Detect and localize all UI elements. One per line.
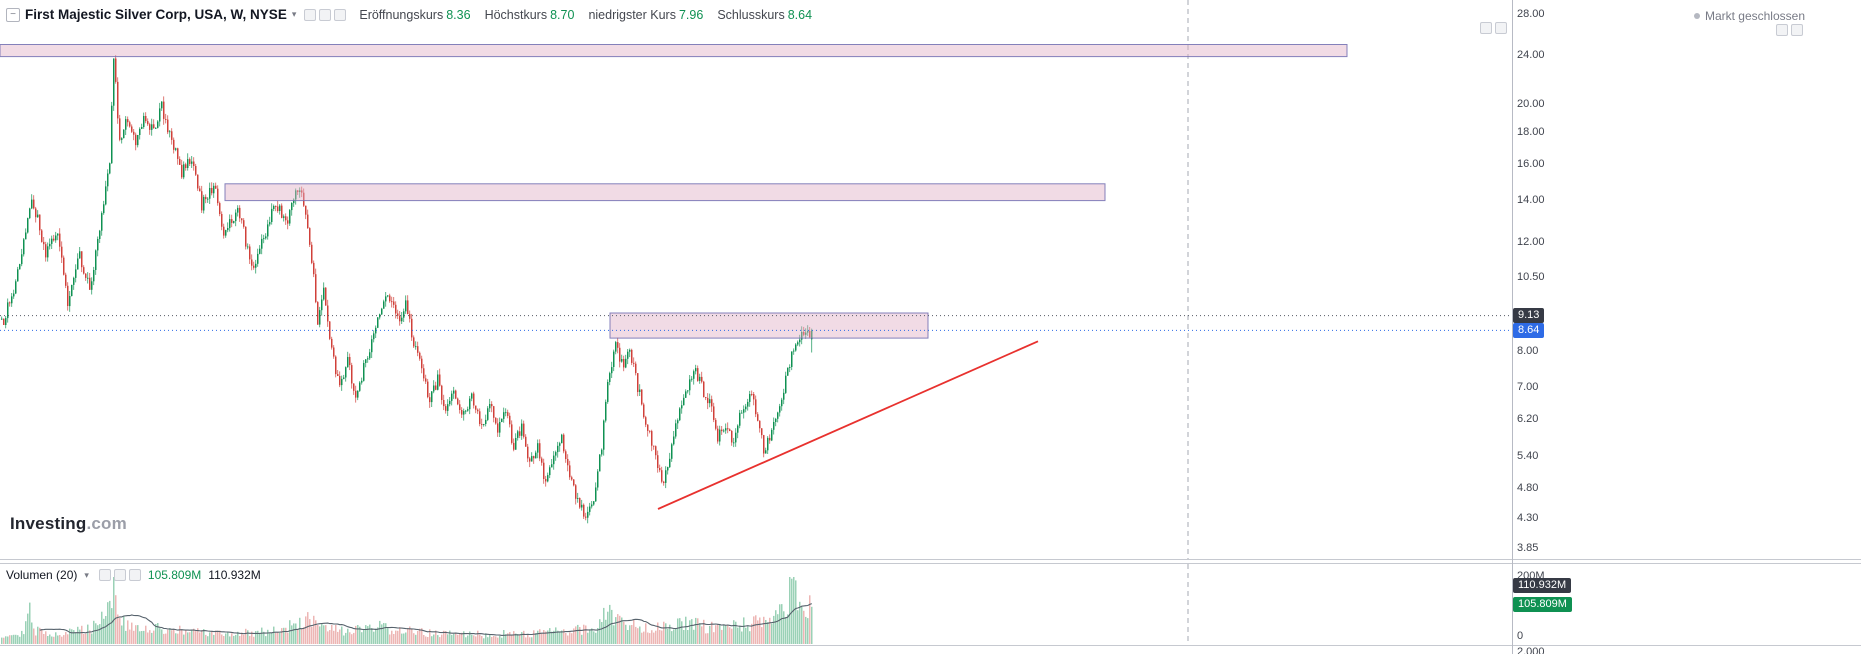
eye-icon[interactable] <box>304 8 317 21</box>
market-status-label: Markt geschlossen <box>1704 9 1805 23</box>
price-line-badge: 9.13 <box>1513 308 1545 324</box>
settings-icon[interactable] <box>319 8 332 21</box>
close-icon[interactable] <box>128 569 141 581</box>
close-value: 8.64 <box>787 7 813 22</box>
close-label: Schlusskurs <box>717 7 785 22</box>
volume-indicator-label[interactable]: Volumen (20) <box>6 568 78 582</box>
symbol-title[interactable]: First Majestic Silver Corp, USA, W, NYSE <box>25 7 287 22</box>
open-readout: Eröffnungskurs 8.36 <box>359 8 470 22</box>
camera-icon[interactable] <box>1776 24 1788 36</box>
volume-legend: Volumen (20) ▾ 105.809M 110.932M <box>6 568 261 582</box>
price-axis[interactable]: 9.13 8.64 28.00 24.00 20.00 18.00 16.00 14.00… <box>1512 0 1632 559</box>
price-tick: 28.00 <box>1517 7 1545 20</box>
current-price-badge: 8.64 <box>1513 322 1545 338</box>
settings-icon[interactable] <box>113 569 126 581</box>
investing-logo-suffix: .com <box>86 514 127 533</box>
price-tick: 12.00 <box>1517 235 1545 248</box>
price-axis-border <box>1512 0 1513 654</box>
main-candlestick-chart[interactable] <box>0 0 1512 559</box>
volume-ma-badge: 105.809M <box>1513 597 1572 612</box>
price-tick: 6.20 <box>1517 413 1539 426</box>
price-tick: 5.40 <box>1517 450 1539 463</box>
low-label: niedrigster Kurs <box>588 7 676 22</box>
price-tick: 14.00 <box>1517 194 1545 207</box>
open-value: 8.36 <box>446 7 471 22</box>
pane-down-icon[interactable] <box>1495 22 1507 34</box>
price-tick: 7.00 <box>1517 380 1539 393</box>
volume-axis[interactable]: 200M 0 110.932M 105.809M <box>1512 564 1632 645</box>
price-tick: 3.85 <box>1517 541 1539 554</box>
market-status: Markt geschlossen <box>1693 9 1805 23</box>
status-dot-icon <box>1693 13 1700 19</box>
chart-legend: − First Majestic Silver Corp, USA, W, NY… <box>6 7 812 22</box>
price-tick: 16.00 <box>1517 158 1545 171</box>
eye-icon[interactable] <box>98 569 111 581</box>
volume-current-badge: 110.932M <box>1513 578 1572 593</box>
volume-current-value: 110.932M <box>208 568 261 582</box>
fullscreen-icon[interactable] <box>1791 24 1803 36</box>
low-readout: niedrigster Kurs 7.96 <box>588 8 703 22</box>
price-tick: 8.00 <box>1517 344 1539 357</box>
next-pane-partial-tick: 2.000 <box>1517 646 1545 654</box>
price-tick: 18.00 <box>1517 126 1545 139</box>
high-value: 8.70 <box>550 7 575 22</box>
pane-separator-bottom[interactable] <box>0 645 1861 646</box>
volume-ma-value: 105.809M <box>147 568 202 582</box>
chevron-down-icon[interactable]: ▾ <box>291 9 297 19</box>
chevron-down-icon[interactable]: ▾ <box>84 569 89 580</box>
pane-separator[interactable] <box>0 559 1861 564</box>
close-readout: Schlusskurs 8.64 <box>717 8 812 22</box>
volume-chart[interactable] <box>0 564 1512 645</box>
collapse-legend-icon[interactable]: − <box>6 7 20 22</box>
volume-axis-zero: 0 <box>1517 630 1524 642</box>
close-icon[interactable] <box>334 8 347 21</box>
low-value: 7.96 <box>678 7 704 22</box>
ohlc-readout: Eröffnungskurs 8.36 Höchstkurs 8.70 nied… <box>359 8 812 22</box>
high-readout: Höchstkurs 8.70 <box>485 8 575 22</box>
pane-up-icon[interactable] <box>1480 22 1492 34</box>
price-tick: 24.00 <box>1517 48 1545 61</box>
investing-logo-main: Investing <box>10 514 87 533</box>
price-tick: 4.30 <box>1517 511 1539 524</box>
price-tick: 4.80 <box>1517 482 1539 495</box>
open-label: Eröffnungskurs <box>359 7 444 22</box>
price-tick: 10.50 <box>1517 271 1545 284</box>
investing-logo[interactable]: Investing.com <box>10 514 127 534</box>
price-tick: 20.00 <box>1517 98 1545 111</box>
high-label: Höchstkurs <box>484 7 548 22</box>
